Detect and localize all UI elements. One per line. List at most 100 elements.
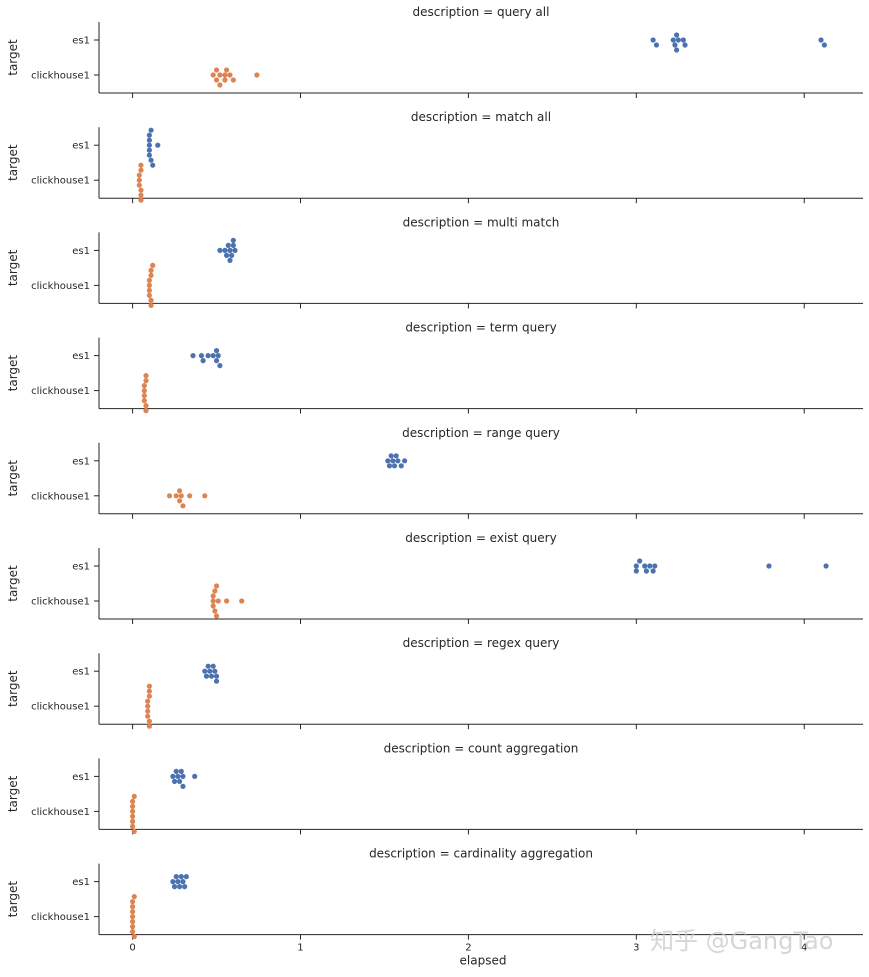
point-clickhouse1 (146, 723, 152, 729)
point-es1 (146, 147, 152, 153)
point-es1 (180, 783, 186, 790)
point-clickhouse1 (131, 793, 137, 800)
point-es1 (178, 874, 184, 880)
y-axis-label: target (6, 249, 20, 286)
point-es1 (230, 237, 236, 243)
point-es1 (674, 32, 680, 38)
point-clickhouse1 (224, 598, 230, 604)
point-es1 (198, 353, 205, 359)
y-axis-label: target (6, 460, 20, 497)
point-clickhouse1 (146, 287, 152, 293)
point-es1 (642, 563, 648, 569)
point-clickhouse1 (141, 398, 147, 404)
point-clickhouse1 (166, 493, 173, 499)
panel-title: description = cardinality aggregation (369, 847, 593, 861)
point-clickhouse1 (145, 708, 151, 714)
y-tick-label: clickhouse1 (31, 281, 90, 292)
y-tick-label: es1 (72, 456, 90, 467)
y-tick-label: es1 (72, 877, 90, 888)
point-clickhouse1 (230, 77, 236, 83)
point-es1 (232, 247, 238, 253)
point-clickhouse1 (143, 373, 149, 379)
y-axis-label: target (6, 670, 20, 707)
point-es1 (391, 463, 398, 469)
point-es1 (205, 353, 211, 359)
point-es1 (215, 353, 221, 359)
point-es1 (210, 353, 216, 359)
y-axis-label: target (6, 355, 20, 392)
point-clickhouse1 (217, 72, 223, 78)
point-clickhouse1 (131, 934, 137, 940)
y-tick-label: clickhouse1 (31, 71, 90, 82)
point-clickhouse1 (129, 808, 136, 815)
x-tick-label: 1 (297, 943, 303, 954)
point-clickhouse1 (150, 262, 156, 268)
point-clickhouse1 (129, 798, 136, 805)
point-es1 (637, 558, 643, 564)
point-es1 (213, 358, 220, 364)
point-clickhouse1 (224, 67, 230, 73)
point-es1 (393, 453, 399, 459)
point-es1 (173, 874, 179, 880)
x-axis-label: elapsed (460, 954, 507, 968)
point-es1 (183, 874, 189, 880)
point-es1 (643, 568, 649, 574)
point-clickhouse1 (210, 72, 216, 78)
panel-title: description = multi match (403, 215, 560, 229)
point-clickhouse1 (180, 503, 186, 509)
point-es1 (200, 358, 206, 364)
point-clickhouse1 (143, 403, 149, 409)
point-clickhouse1 (146, 693, 152, 699)
y-axis-label: target (6, 881, 20, 918)
point-es1 (182, 884, 188, 890)
y-tick-label: es1 (72, 141, 90, 152)
point-es1 (217, 247, 223, 253)
point-clickhouse1 (176, 488, 183, 494)
point-es1 (208, 673, 215, 679)
panel-title: description = range query (402, 426, 560, 440)
point-clickhouse1 (222, 77, 228, 83)
point-clickhouse1 (129, 803, 136, 810)
point-es1 (210, 663, 216, 669)
point-es1 (148, 157, 154, 163)
x-tick-label: 4 (801, 943, 807, 954)
y-tick-label: clickhouse1 (31, 807, 90, 818)
point-clickhouse1 (129, 813, 136, 820)
point-es1 (823, 563, 829, 569)
point-clickhouse1 (141, 383, 147, 389)
point-es1 (213, 678, 220, 684)
point-clickhouse1 (141, 388, 147, 394)
point-es1 (680, 37, 686, 43)
point-es1 (395, 458, 401, 464)
point-es1 (388, 453, 394, 459)
point-es1 (217, 363, 223, 369)
point-clickhouse1 (138, 192, 144, 198)
point-es1 (652, 563, 658, 569)
point-clickhouse1 (146, 292, 152, 298)
point-es1 (180, 879, 186, 885)
point-es1 (146, 137, 152, 143)
point-clickhouse1 (254, 72, 260, 78)
point-clickhouse1 (129, 823, 136, 830)
point-clickhouse1 (136, 177, 142, 183)
point-clickhouse1 (145, 713, 151, 719)
point-clickhouse1 (213, 67, 220, 73)
point-clickhouse1 (129, 899, 136, 905)
point-clickhouse1 (210, 603, 216, 609)
point-es1 (146, 132, 152, 138)
point-es1 (176, 778, 183, 785)
point-clickhouse1 (129, 909, 136, 915)
point-es1 (821, 42, 827, 48)
point-clickhouse1 (138, 167, 144, 173)
point-es1 (386, 463, 393, 469)
point-clickhouse1 (187, 493, 193, 499)
y-tick-label: clickhouse1 (31, 702, 90, 713)
point-clickhouse1 (136, 172, 142, 178)
x-tick-label: 3 (633, 943, 639, 954)
point-clickhouse1 (148, 297, 154, 303)
point-clickhouse1 (176, 498, 183, 504)
point-es1 (633, 563, 639, 569)
point-clickhouse1 (202, 493, 208, 499)
point-clickhouse1 (146, 688, 152, 694)
point-clickhouse1 (143, 408, 149, 414)
